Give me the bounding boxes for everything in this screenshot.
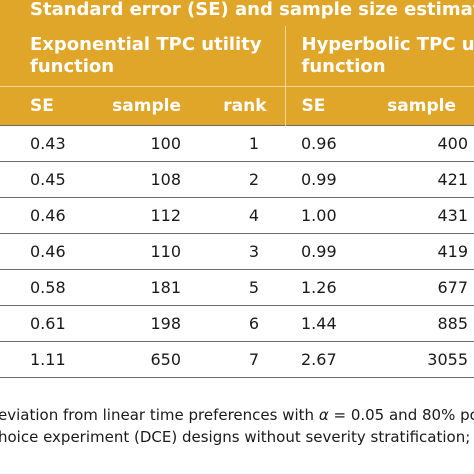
- table-row: 0.45 108 2 0.99 421: [0, 161, 474, 198]
- cell-exp-rank: 8: [199, 377, 285, 380]
- cell-exp-se: 0.61: [0, 305, 86, 342]
- cell-hyp-sample: 4435: [359, 377, 474, 380]
- footnote-line-1-prefix: eviation from linear time preferences wi…: [0, 406, 319, 424]
- cell-hyp-sample: 400: [359, 125, 474, 162]
- cell-exp-rank: 5: [199, 269, 285, 306]
- footnote-line-1-suffix: = 0.05 and 80% pow: [333, 406, 474, 424]
- footnote-line-1: eviation from linear time preferences wi…: [0, 404, 474, 426]
- col-hyp-se: SE: [284, 86, 359, 126]
- table-footnote: eviation from linear time preferences wi…: [0, 404, 474, 448]
- cell-exp-se: 0.45: [0, 161, 86, 198]
- group-header-row: Exponential TPC utility function Hyperbo…: [0, 26, 474, 87]
- cell-exp-sample: 112: [86, 197, 199, 234]
- cell-exp-sample: 110: [86, 233, 199, 270]
- cell-exp-se: 0.46: [0, 197, 86, 234]
- cell-hyp-sample: 885: [359, 305, 474, 342]
- cell-exp-rank: 7: [199, 341, 285, 378]
- results-table-container: Standard error (SE) and sample size esti…: [0, 0, 474, 380]
- cell-exp-sample: 650: [86, 341, 199, 378]
- cell-hyp-sample: 421: [359, 161, 474, 198]
- cell-hyp-se: 3.21: [285, 377, 359, 380]
- column-header-row: SE sample rank SE sample: [0, 86, 474, 126]
- cell-exp-rank: 2: [199, 161, 285, 198]
- cell-exp-se: 0.46: [0, 233, 86, 270]
- table-row: 0.46 112 4 1.00 431: [0, 197, 474, 234]
- cell-exp-se: 1.11: [0, 341, 86, 378]
- group-hyperbolic: Hyperbolic TPC utility function: [284, 26, 474, 87]
- cell-hyp-se: 0.99: [285, 233, 359, 270]
- cell-hyp-se: 0.99: [285, 161, 359, 198]
- cell-hyp-se: 1.44: [285, 305, 359, 342]
- cell-hyp-sample: 431: [359, 197, 474, 234]
- cell-hyp-se: 2.67: [285, 341, 359, 378]
- cell-exp-rank: 3: [199, 233, 285, 270]
- cell-exp-sample: 100: [86, 125, 199, 162]
- footnote-line-2: hoice experiment (DCE) designs without s…: [0, 428, 474, 446]
- table-row: 1.11 650 7 2.67 3055: [0, 341, 474, 378]
- col-exp-rank: rank: [199, 86, 285, 126]
- col-exp-sample: sample: [86, 86, 199, 126]
- table-row: 0.58 181 5 1.26 677: [0, 269, 474, 306]
- group-exponential: Exponential TPC utility function: [0, 26, 285, 87]
- cell-exp-se: 0.58: [0, 269, 86, 306]
- cell-hyp-sample: 3055: [359, 341, 474, 378]
- cell-exp-sample: 181: [86, 269, 199, 306]
- cell-hyp-sample: 677: [359, 269, 474, 306]
- cell-exp-sample: 198: [86, 305, 199, 342]
- results-table: Standard error (SE) and sample size esti…: [0, 0, 474, 380]
- cell-exp-rank: 4: [199, 197, 285, 234]
- cell-exp-rank: 1: [199, 125, 285, 162]
- table-row: 0.61 198 6 1.44 885: [0, 305, 474, 342]
- cell-hyp-se: 1.00: [285, 197, 359, 234]
- col-hyp-sample: sample: [359, 86, 474, 126]
- table-row: 0.46 110 3 0.99 419: [0, 233, 474, 270]
- cell-exp-sample: 1068: [86, 377, 199, 380]
- table-row: 1.42106883.214435: [0, 377, 474, 380]
- cell-hyp-se: 0.96: [285, 125, 359, 162]
- cell-exp-sample: 108: [86, 161, 199, 198]
- alpha-symbol: α: [318, 406, 329, 424]
- col-exp-se: SE: [0, 86, 86, 126]
- cell-exp-se: 0.43: [0, 125, 86, 162]
- cell-exp-se: 1.42: [0, 377, 86, 380]
- table-title-row: Standard error (SE) and sample size esti…: [0, 0, 474, 26]
- cell-hyp-sample: 419: [359, 233, 474, 270]
- cell-hyp-se: 1.26: [285, 269, 359, 306]
- table-row: 0.43 100 1 0.96 400: [0, 125, 474, 162]
- table-title: Standard error (SE) and sample size esti…: [0, 0, 474, 26]
- cell-exp-rank: 6: [199, 305, 285, 342]
